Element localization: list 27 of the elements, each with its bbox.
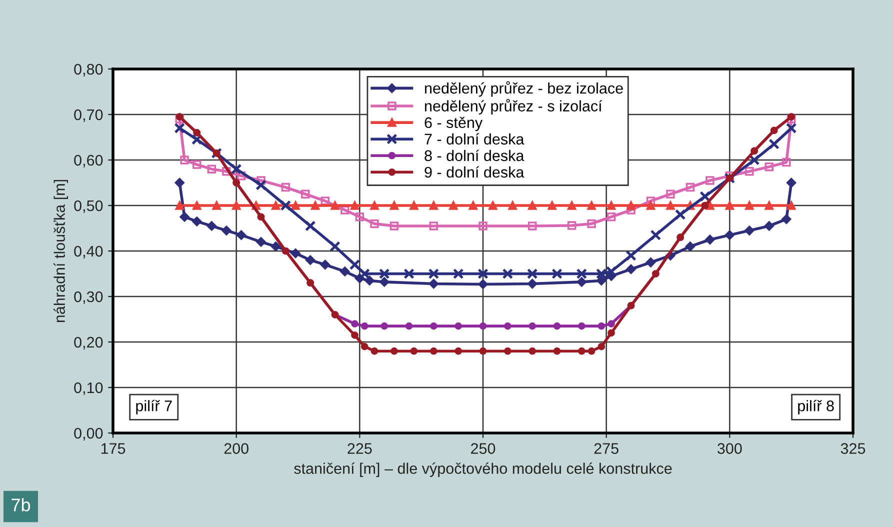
x-tick-label: 250 [471, 443, 496, 454]
y-tick-label: 0,20 [74, 336, 103, 350]
y-tick-label: 0,70 [74, 109, 103, 122]
x-tick-label: 325 [840, 443, 866, 454]
legend-label: nedělený průřez - bez izolace [425, 81, 623, 97]
y-tick-label: 0,40 [74, 246, 103, 258]
annotation: pilíř 7 [136, 400, 172, 414]
y-tick-label: 0,30 [74, 291, 103, 304]
text: 7b [12, 498, 30, 512]
x-tick-label: 300 [718, 443, 742, 454]
x-tick-label: 275 [594, 443, 618, 454]
y-tick-label: 0,10 [74, 382, 103, 395]
legend-label: 8 - dolní deska [424, 150, 524, 162]
legend-label: 6 - stěny [424, 116, 483, 132]
y-axis-title: náhradní tloušťka [m] [54, 180, 68, 322]
annotation: pilíř 8 [798, 400, 834, 414]
legend-label: 9 - dolní deska [424, 166, 524, 178]
y-tick-label: 0,60 [74, 154, 103, 168]
x-tick-label: 225 [348, 443, 372, 454]
y-tick-label: 0,50 [74, 200, 103, 213]
legend-label: nedělený průřez - s izolací [425, 99, 602, 114]
y-tick-label: 0,00 [74, 428, 103, 440]
x-axis-title: staničení [m] – dle výpočtového modelu celé konstrukce [294, 462, 672, 477]
x-tick-label: 200 [224, 443, 248, 454]
x-tick-label: 175 [101, 443, 126, 454]
y-tick-label: 0,80 [74, 64, 103, 76]
legend-label: 7 - dolní deska [424, 133, 524, 145]
